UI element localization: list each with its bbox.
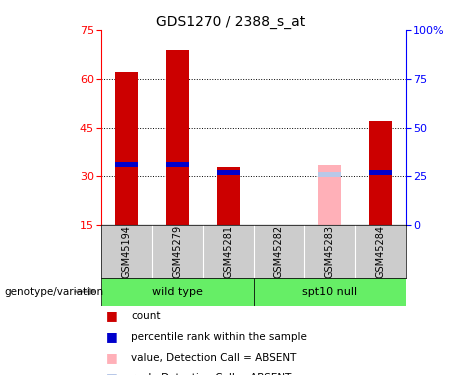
Text: GSM45283: GSM45283 <box>325 225 335 278</box>
Text: rank, Detection Call = ABSENT: rank, Detection Call = ABSENT <box>131 373 292 375</box>
Text: GDS1270 / 2388_s_at: GDS1270 / 2388_s_at <box>156 15 305 29</box>
Bar <box>369 170 392 175</box>
Bar <box>369 121 392 225</box>
Text: spt10 null: spt10 null <box>302 286 357 297</box>
Text: ■: ■ <box>106 309 118 322</box>
Bar <box>115 162 138 167</box>
Text: value, Detection Call = ABSENT: value, Detection Call = ABSENT <box>131 352 297 363</box>
Bar <box>166 50 189 225</box>
Text: ■: ■ <box>106 351 118 364</box>
Text: genotype/variation: genotype/variation <box>5 286 104 297</box>
Bar <box>318 165 341 225</box>
Bar <box>101 278 254 306</box>
Text: wild type: wild type <box>152 286 203 297</box>
Bar <box>166 162 189 167</box>
Bar <box>254 278 406 306</box>
Text: GSM45281: GSM45281 <box>223 225 233 278</box>
Bar <box>217 166 240 225</box>
Text: count: count <box>131 311 161 321</box>
Bar <box>217 170 240 175</box>
Text: ■: ■ <box>106 330 118 343</box>
Bar <box>318 172 341 177</box>
Text: GSM45279: GSM45279 <box>172 225 183 278</box>
Text: GSM45284: GSM45284 <box>375 225 385 278</box>
Text: percentile rank within the sample: percentile rank within the sample <box>131 332 307 342</box>
Bar <box>115 72 138 225</box>
Text: GSM45282: GSM45282 <box>274 225 284 278</box>
Text: ■: ■ <box>106 371 118 375</box>
Text: GSM45194: GSM45194 <box>122 225 132 278</box>
